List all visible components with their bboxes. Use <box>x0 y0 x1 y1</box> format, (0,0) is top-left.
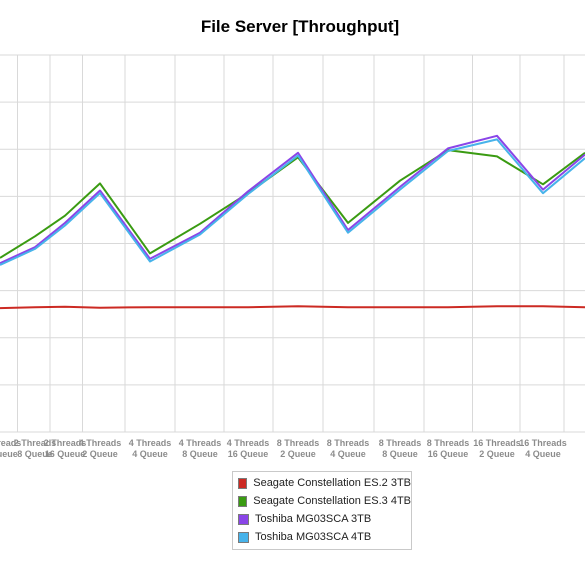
x-tick-label: 8 Threads 16 Queue <box>427 438 470 459</box>
legend-swatch <box>238 477 248 489</box>
legend-label: Seagate Constellation ES.2 3TB <box>253 477 411 489</box>
legend-item: Toshiba MG03SCA 4TB <box>233 528 411 546</box>
x-tick-label: 8 Threads 8 Queue <box>379 438 422 459</box>
legend-label: Toshiba MG03SCA 3TB <box>255 513 372 525</box>
series-line-3 <box>0 138 585 266</box>
series-lines <box>0 134 585 310</box>
legend-item: Toshiba MG03SCA 3TB <box>233 510 411 528</box>
x-tick-label: 16 Threads 2 Queue <box>473 438 521 459</box>
chart-title: File Server [Throughput] <box>200 17 400 36</box>
x-tick-label: 4 Threads 2 Queue <box>79 438 122 459</box>
x-tick-label: 16 Threads 4 Queue <box>519 438 567 459</box>
legend: Seagate Constellation ES.2 3TB Seagate Co… <box>232 471 412 550</box>
legend-swatch <box>238 513 249 525</box>
series-line-2 <box>0 134 585 265</box>
legend-label: Toshiba MG03SCA 4TB <box>255 531 372 543</box>
x-tick-label: 4 Threads 4 Queue <box>129 438 172 459</box>
series-line-0 <box>0 305 585 310</box>
grid <box>0 54 585 433</box>
legend-item: Seagate Constellation ES.3 4TB <box>233 492 411 510</box>
legend-swatch <box>238 531 249 543</box>
x-tick-label: 8 Threads 4 Queue <box>327 438 370 459</box>
legend-label: Seagate Constellation ES.3 4TB <box>253 495 411 507</box>
legend-swatch <box>238 495 248 507</box>
x-tick-label: 2 Threads 16 Queue <box>44 438 87 459</box>
x-tick-label: 8 Threads 2 Queue <box>277 438 320 459</box>
x-tick-label: 4 Threads 8 Queue <box>179 438 222 459</box>
legend-item: Seagate Constellation ES.2 3TB <box>233 474 411 492</box>
x-tick-label: 2 Threads 8 Queue <box>14 438 57 459</box>
x-tick-label: 4 Threads 16 Queue <box>227 438 270 459</box>
